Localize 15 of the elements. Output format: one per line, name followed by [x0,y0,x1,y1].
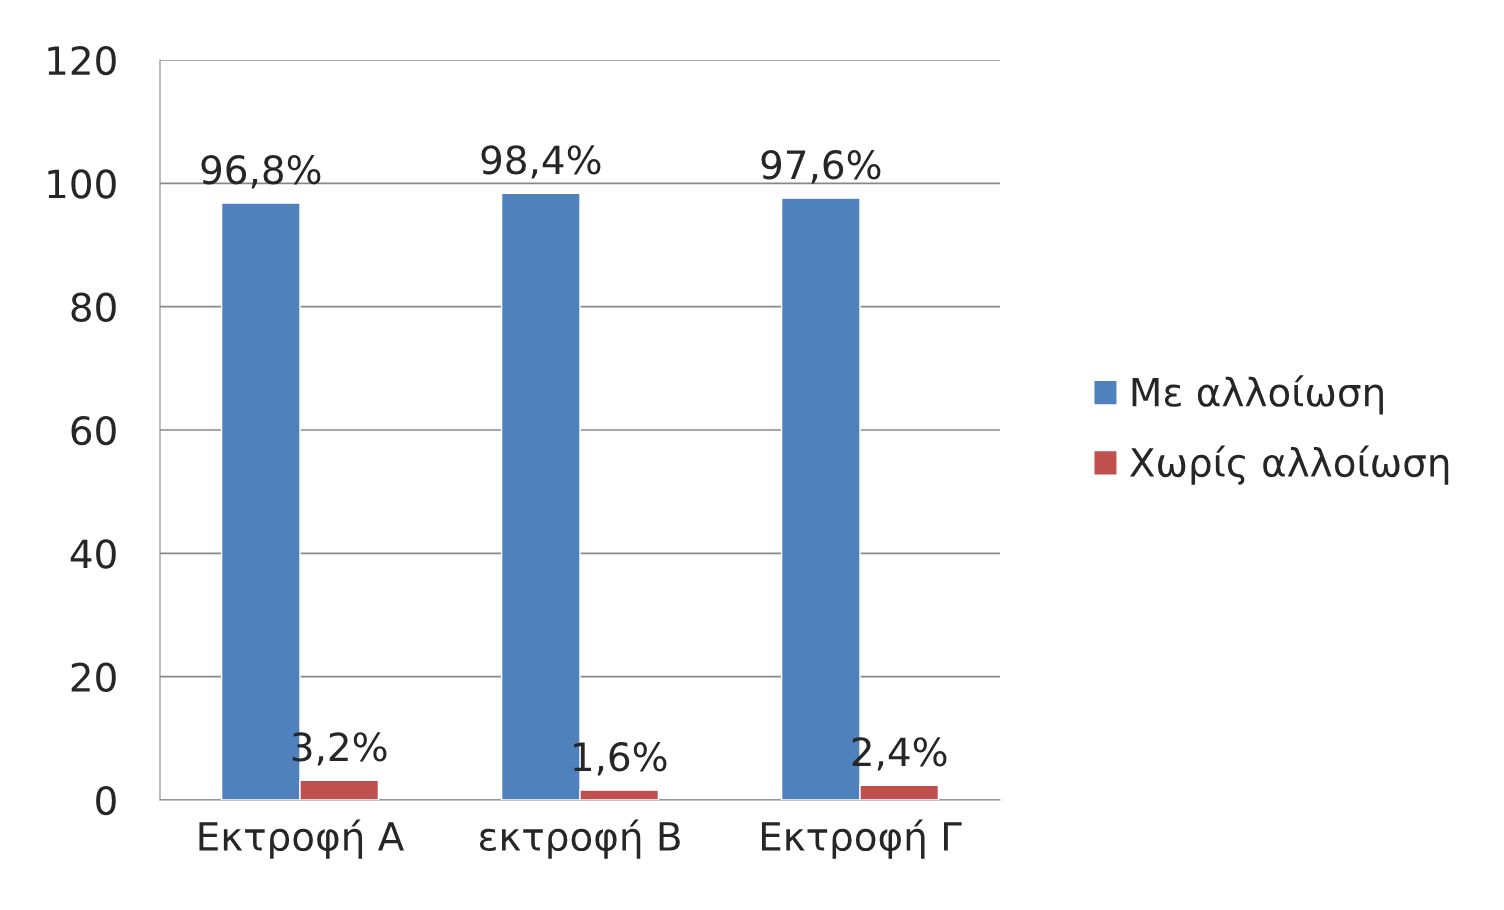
x-tick-label: Εκτροφή Γ [761,819,962,859]
x-tick-label: Εκτροφή Α [199,819,404,859]
data-label: 96,8% [201,155,321,189]
x-tick-label: εκτροφή Β [479,819,680,859]
y-tick-label: 0 [96,785,116,816]
y-tick-label: 120 [48,45,116,76]
legend-label: Χωρίς αλλοίωση [1129,445,1449,485]
y-tick-label: 20 [71,662,116,692]
y-tick-label: 60 [71,415,116,446]
y-tick-label: 100 [48,169,116,199]
y-tick-label: 40 [70,539,116,569]
data-label: 98,4% [481,145,601,179]
data-label: 97,6% [761,150,881,184]
y-tick-label: 80 [71,292,116,322]
legend-label: Με αλλοίωση [1132,375,1383,415]
